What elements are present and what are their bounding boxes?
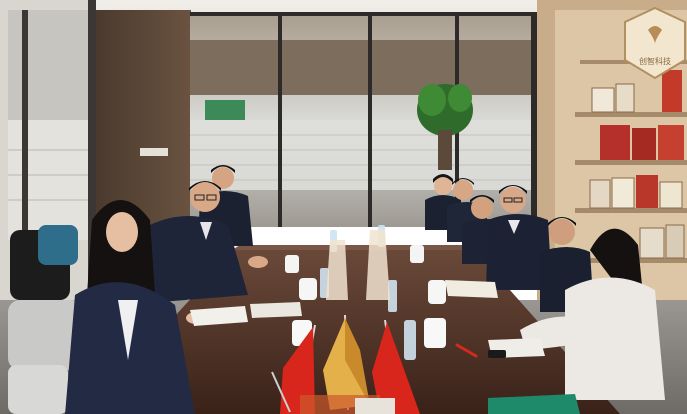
office-chairs-left [8, 225, 83, 414]
wood-wall-panel [96, 10, 191, 240]
table-items [190, 225, 580, 414]
left-wall [0, 0, 96, 300]
potted-plant [417, 84, 473, 170]
people-left-side [65, 165, 268, 414]
desk-flags [271, 314, 420, 414]
light-switch [140, 148, 168, 156]
logo-text: 创智科技 [639, 56, 671, 66]
company-logo-sign: 创智科技 [624, 6, 686, 80]
